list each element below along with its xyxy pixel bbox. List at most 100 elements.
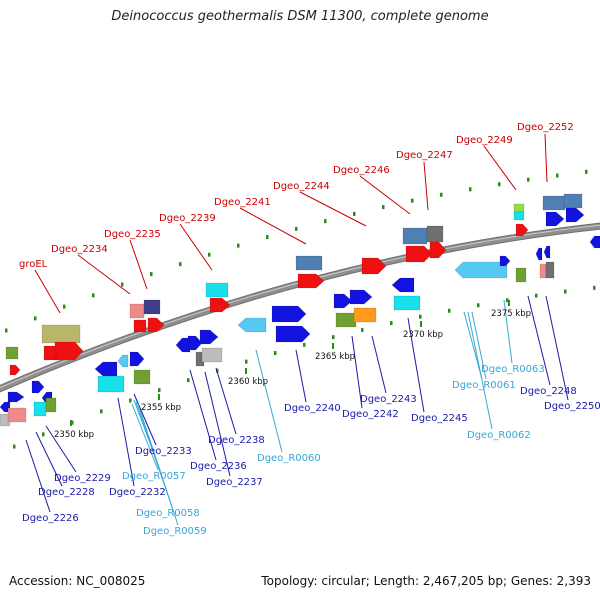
gene-arrow[interactable] bbox=[429, 241, 447, 259]
gene-box[interactable] bbox=[515, 267, 527, 283]
gene-label-dgeo-2228[interactable]: Dgeo_2228 bbox=[38, 487, 95, 498]
gene-arrow[interactable] bbox=[31, 380, 45, 394]
gene-box[interactable] bbox=[402, 227, 428, 245]
gene-label-dgeo-2246[interactable]: Dgeo_2246 bbox=[333, 165, 390, 176]
gene-label-dgeo-2252[interactable]: Dgeo_2252 bbox=[517, 122, 574, 133]
gene-label-dgeo-2242[interactable]: Dgeo_2242 bbox=[342, 409, 399, 420]
gene-arrow[interactable] bbox=[147, 317, 165, 333]
gene-label-dgeo-r0063[interactable]: Dgeo_R0063 bbox=[481, 364, 545, 375]
gene-arrow[interactable] bbox=[129, 351, 145, 367]
gene-label-dgeo-2243[interactable]: Dgeo_2243 bbox=[360, 394, 417, 405]
track-dot-lower bbox=[13, 444, 16, 449]
gene-box[interactable] bbox=[513, 203, 525, 213]
gene-label-dgeo-2245[interactable]: Dgeo_2245 bbox=[411, 413, 468, 424]
track-dot-lower bbox=[187, 378, 190, 383]
gene-label-dgeo-2235[interactable]: Dgeo_2235 bbox=[104, 229, 161, 240]
gene-box[interactable] bbox=[563, 193, 583, 209]
gene-arrow[interactable] bbox=[187, 335, 203, 351]
gene-arrow[interactable] bbox=[535, 247, 543, 261]
gene-label-dgeo-2229[interactable]: Dgeo_2229 bbox=[54, 473, 111, 484]
gene-arrow[interactable] bbox=[515, 223, 529, 237]
gene-box[interactable] bbox=[426, 225, 444, 243]
gene-arrow[interactable] bbox=[297, 273, 325, 289]
gene-label-dgeo-2233[interactable]: Dgeo_2233 bbox=[135, 446, 192, 457]
gene-box[interactable] bbox=[133, 319, 147, 333]
gene-box[interactable] bbox=[43, 345, 57, 361]
gene-arrow[interactable] bbox=[405, 245, 433, 263]
gene-arrow[interactable] bbox=[117, 354, 129, 368]
gene-label-dgeo-2234[interactable]: Dgeo_2234 bbox=[51, 244, 108, 255]
gene-box[interactable] bbox=[201, 347, 223, 363]
gene-arrow[interactable] bbox=[545, 211, 565, 227]
gene-box[interactable] bbox=[97, 375, 125, 393]
gene-label-dgeo-2238[interactable]: Dgeo_2238 bbox=[208, 435, 265, 446]
track-dot-upper bbox=[5, 328, 8, 333]
gene-arrow[interactable] bbox=[391, 277, 415, 293]
gene-label-groEL[interactable]: groEL bbox=[19, 259, 48, 270]
gene-label-dgeo-2244[interactable]: Dgeo_2244 bbox=[273, 181, 330, 192]
track-dot-lower bbox=[390, 321, 393, 326]
gene-box[interactable] bbox=[129, 303, 145, 319]
gene-box[interactable] bbox=[545, 261, 555, 279]
rna-gene-arrow[interactable] bbox=[454, 261, 508, 279]
gene-label-dgeo-2249[interactable]: Dgeo_2249 bbox=[456, 135, 513, 146]
gene-box[interactable] bbox=[393, 295, 421, 311]
gene-label-dgeo-2237[interactable]: Dgeo_2237 bbox=[206, 477, 263, 488]
track-dot-upper bbox=[498, 182, 501, 187]
gene-label-dgeo-r0062[interactable]: Dgeo_R0062 bbox=[467, 430, 531, 441]
gene-box[interactable] bbox=[542, 195, 566, 211]
gene-arrow[interactable] bbox=[94, 361, 118, 377]
tick-label-2370: 2370 kbp bbox=[403, 330, 443, 340]
gene-label-dgeo-r0060[interactable]: Dgeo_R0060 bbox=[257, 453, 321, 464]
track-dot-upper bbox=[324, 219, 327, 224]
gene-label-dgeo-2250[interactable]: Dgeo_2250 bbox=[544, 401, 600, 412]
gene-arrow[interactable] bbox=[361, 257, 387, 275]
gene-box[interactable] bbox=[335, 312, 357, 328]
gene-box[interactable] bbox=[133, 369, 151, 385]
label-leader-lines bbox=[25, 133, 569, 526]
gene-label-dgeo-2236[interactable]: Dgeo_2236 bbox=[190, 461, 247, 472]
gene-box[interactable] bbox=[205, 282, 229, 298]
label-leader-line bbox=[423, 161, 429, 211]
gene-label-dgeo-2232[interactable]: Dgeo_2232 bbox=[109, 487, 166, 498]
gene-label-dgeo-2247[interactable]: Dgeo_2247 bbox=[396, 150, 453, 161]
genome-stats-label: Topology: circular; Length: 2,467,205 bp… bbox=[261, 574, 591, 588]
gene-label-dgeo-r0057[interactable]: Dgeo_R0057 bbox=[122, 471, 186, 482]
gene-label-dgeo-2240[interactable]: Dgeo_2240 bbox=[284, 403, 341, 414]
gene-box[interactable] bbox=[353, 307, 377, 323]
gene-arrow[interactable] bbox=[589, 235, 600, 249]
gene-box[interactable] bbox=[295, 255, 323, 271]
groel-gene[interactable] bbox=[41, 324, 81, 344]
gene-arrow[interactable] bbox=[543, 245, 551, 259]
gene-arrow[interactable] bbox=[7, 391, 25, 403]
gene-arrow[interactable] bbox=[275, 325, 311, 343]
gene-arrow[interactable] bbox=[271, 305, 307, 323]
gene-arrow[interactable] bbox=[209, 297, 231, 313]
gene-label-dgeo-r0059[interactable]: Dgeo_R0059 bbox=[143, 526, 207, 537]
gene-label-dgeo-2239[interactable]: Dgeo_2239 bbox=[159, 213, 216, 224]
tick-label-2355: 2355 kbp bbox=[141, 403, 181, 413]
label-leader-line bbox=[77, 254, 131, 295]
gene-arrow[interactable] bbox=[565, 207, 585, 223]
gene-box[interactable] bbox=[143, 299, 161, 315]
gene-box[interactable] bbox=[513, 211, 525, 221]
gene-label-dgeo-2248[interactable]: Dgeo_2248 bbox=[520, 386, 577, 397]
gene-arrow[interactable] bbox=[333, 293, 353, 309]
gene-arrow[interactable] bbox=[499, 255, 511, 267]
gene-arrow[interactable] bbox=[9, 364, 21, 376]
gene-box[interactable] bbox=[7, 407, 27, 423]
gene-arrow[interactable] bbox=[349, 289, 373, 305]
track-dot-upper bbox=[469, 187, 472, 192]
gene-arrow[interactable] bbox=[199, 329, 219, 345]
gene-arrow[interactable] bbox=[237, 317, 267, 333]
gene-box[interactable] bbox=[539, 263, 547, 279]
gene-box[interactable] bbox=[33, 401, 47, 417]
gene-label-dgeo-r0058[interactable]: Dgeo_R0058 bbox=[136, 508, 200, 519]
gene-box[interactable] bbox=[5, 346, 19, 360]
gene-label-dgeo-r0061[interactable]: Dgeo_R0061 bbox=[452, 380, 516, 391]
gene-box[interactable] bbox=[45, 397, 57, 413]
kbp-tick-mark bbox=[158, 394, 160, 400]
gene-label-dgeo-2226[interactable]: Dgeo_2226 bbox=[22, 513, 79, 524]
gene-label-dgeo-2241[interactable]: Dgeo_2241 bbox=[214, 197, 271, 208]
